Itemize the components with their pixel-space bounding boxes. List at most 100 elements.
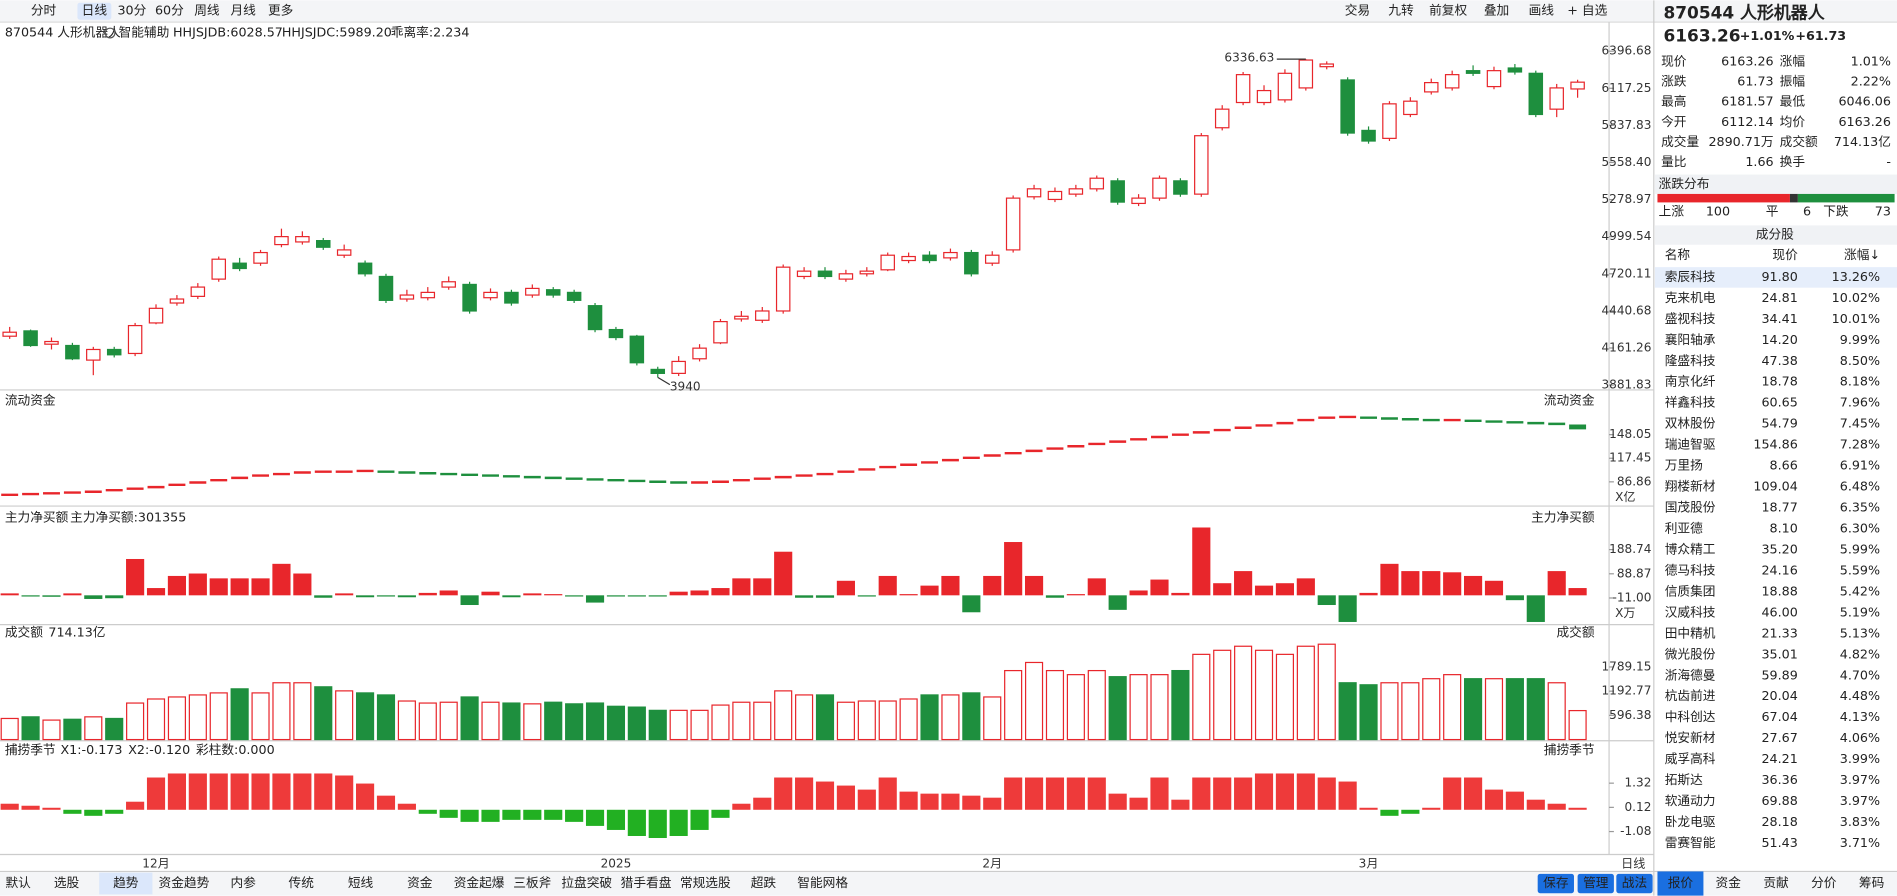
period-button[interactable]: 分时 — [31, 3, 57, 18]
stock-name[interactable]: 克来机电 — [1665, 290, 1716, 305]
y-tick-label: -1.08 — [1620, 824, 1651, 838]
tool-button[interactable]: 交易 — [1345, 3, 1370, 18]
histogram-bar — [1004, 777, 1023, 810]
dist-label: 下跌 — [1823, 204, 1849, 219]
bottom-tab[interactable]: 资金 — [407, 875, 433, 890]
stock-name[interactable]: 信质集团 — [1665, 583, 1716, 598]
period-button[interactable]: 更多 — [268, 3, 293, 18]
bottom-tab[interactable]: 资金趋势 — [159, 875, 210, 890]
stock-name[interactable]: 祥鑫科技 — [1665, 395, 1716, 410]
bottom-tab[interactable]: 常规选股 — [680, 875, 731, 890]
stock-name[interactable]: 翔楼新材 — [1665, 479, 1716, 494]
bottom-tab[interactable]: 选股 — [54, 875, 80, 890]
stock-name[interactable]: 汉威科技 — [1665, 604, 1716, 619]
histogram-bar — [1338, 595, 1357, 622]
bottom-tab[interactable]: 短线 — [348, 875, 374, 890]
histogram-bar — [105, 809, 124, 814]
stock-change: 3.99% — [1840, 751, 1880, 766]
stock-name[interactable]: 中科创达 — [1665, 709, 1716, 724]
tool-button[interactable]: 叠加 — [1484, 3, 1509, 18]
stock-change: 5.99% — [1840, 541, 1880, 556]
stock-name[interactable]: 浙海德曼 — [1665, 667, 1716, 682]
stock-name[interactable]: 雷赛智能 — [1665, 835, 1716, 850]
stock-name[interactable]: 襄阳轴承 — [1665, 332, 1716, 347]
quote-value: 6046.06 — [1838, 94, 1890, 109]
period-button[interactable]: 日线 — [82, 3, 108, 18]
bottom-tab[interactable]: 三板斧 — [513, 875, 551, 890]
stock-price: 69.88 — [1761, 793, 1797, 808]
volume-bar — [63, 718, 82, 741]
stock-change: 4.06% — [1840, 730, 1880, 745]
stock-name[interactable]: 威孚高科 — [1665, 751, 1716, 766]
stock-name[interactable]: 双林股份 — [1665, 416, 1716, 431]
stock-change: 3.83% — [1840, 814, 1880, 829]
action-button[interactable]: 战法 — [1622, 875, 1647, 890]
y-tick-label: 5837.83 — [1601, 118, 1651, 132]
stock-name[interactable]: 隆盛科技 — [1665, 353, 1716, 368]
tool-button[interactable]: + 自选 — [1567, 3, 1607, 18]
period-button[interactable]: 60分 — [155, 3, 184, 18]
tool-button[interactable]: 画线 — [1529, 3, 1555, 18]
stock-name[interactable]: 瑞迪智驱 — [1665, 437, 1716, 452]
action-button[interactable]: 管理 — [1583, 875, 1609, 890]
stock-name[interactable]: 国茂股份 — [1665, 500, 1716, 515]
up-bar — [1657, 193, 1790, 203]
bottom-tab[interactable]: 拉盘突破 — [561, 875, 612, 890]
stock-name[interactable]: 悦安新材 — [1665, 730, 1716, 745]
bottom-tab[interactable]: 超跌 — [751, 875, 777, 890]
stock-name[interactable]: 博众精工 — [1665, 541, 1716, 556]
candle-body — [65, 344, 80, 360]
y-tick-label: 4720.11 — [1601, 266, 1651, 280]
period-button[interactable]: 30分 — [117, 3, 146, 18]
action-button[interactable]: 保存 — [1543, 875, 1569, 890]
side-tab[interactable]: 资金 — [1716, 875, 1742, 890]
active-tab-bg — [99, 872, 153, 895]
stock-name[interactable]: 南京化纤 — [1665, 374, 1716, 389]
stock-name[interactable]: 软通动力 — [1665, 793, 1716, 808]
stock-name[interactable]: 杭齿前进 — [1665, 688, 1716, 703]
tool-button[interactable]: 前复权 — [1429, 3, 1467, 18]
stock-name[interactable]: 索辰科技 — [1665, 269, 1716, 284]
stock-name[interactable]: 拓斯达 — [1665, 772, 1703, 787]
period-button[interactable]: 周线 — [194, 3, 220, 18]
volume-bar — [146, 698, 166, 741]
bottom-tab[interactable]: 资金起爆 — [454, 875, 505, 890]
bottom-tab[interactable]: 趋势 — [113, 875, 139, 890]
stock-name[interactable]: 盛视科技 — [1665, 311, 1716, 326]
stock-name[interactable]: 田中精机 — [1665, 625, 1716, 640]
candle-body — [734, 315, 749, 320]
histogram-bar — [523, 809, 542, 820]
stock-name[interactable]: 万里扬 — [1665, 458, 1703, 473]
side-tab[interactable]: 贡献 — [1763, 875, 1789, 890]
candle-body — [901, 255, 916, 262]
bottom-tab[interactable]: 智能网格 — [797, 875, 848, 890]
bottom-tab[interactable]: 猎手看盘 — [621, 875, 672, 890]
period-button[interactable]: 月线 — [230, 3, 256, 18]
stock-price: 51.43 — [1761, 835, 1797, 850]
stock-price: 34.41 — [1761, 311, 1797, 326]
quote-label: 均价 — [1780, 114, 1806, 129]
volume-bar — [1108, 676, 1127, 741]
stock-name[interactable]: 微光股份 — [1665, 646, 1716, 661]
side-tab[interactable]: 筹码 — [1859, 875, 1884, 890]
tool-button[interactable]: 九转 — [1388, 3, 1414, 18]
stock-price: 24.21 — [1761, 751, 1797, 766]
column-header[interactable]: 涨幅↓ — [1844, 247, 1880, 262]
histogram-bar — [544, 594, 563, 596]
assist-label[interactable]: 智能辅助 — [119, 25, 170, 40]
histogram-bar — [606, 809, 626, 830]
side-tab[interactable]: 报价 — [1668, 875, 1694, 890]
volume-bar — [1464, 678, 1483, 741]
column-header[interactable]: 名称 — [1665, 247, 1691, 262]
stock-name[interactable]: 卧龙电驱 — [1665, 814, 1716, 829]
quote-value: 6163.26 — [1838, 114, 1890, 129]
column-header[interactable]: 现价 — [1772, 247, 1798, 262]
stock-name[interactable]: 德马科技 — [1665, 562, 1716, 577]
candle-body — [650, 368, 666, 374]
bottom-tab[interactable]: 传统 — [289, 875, 315, 890]
candle-body — [1340, 79, 1355, 134]
stock-name[interactable]: 利亚德 — [1665, 521, 1703, 536]
bottom-tab[interactable]: 内参 — [230, 875, 256, 890]
side-tab[interactable]: 分价 — [1811, 875, 1837, 890]
bottom-tab[interactable]: 默认 — [5, 875, 31, 890]
